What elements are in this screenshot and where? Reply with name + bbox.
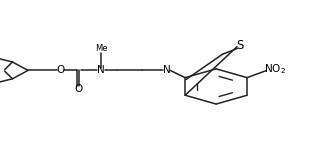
Text: N: N [163, 65, 170, 75]
Text: NO$_2$: NO$_2$ [264, 62, 286, 76]
Text: O: O [57, 65, 65, 75]
Text: Me: Me [95, 44, 107, 53]
Text: O: O [74, 84, 82, 94]
Text: S: S [236, 39, 243, 52]
Text: N: N [97, 65, 105, 75]
